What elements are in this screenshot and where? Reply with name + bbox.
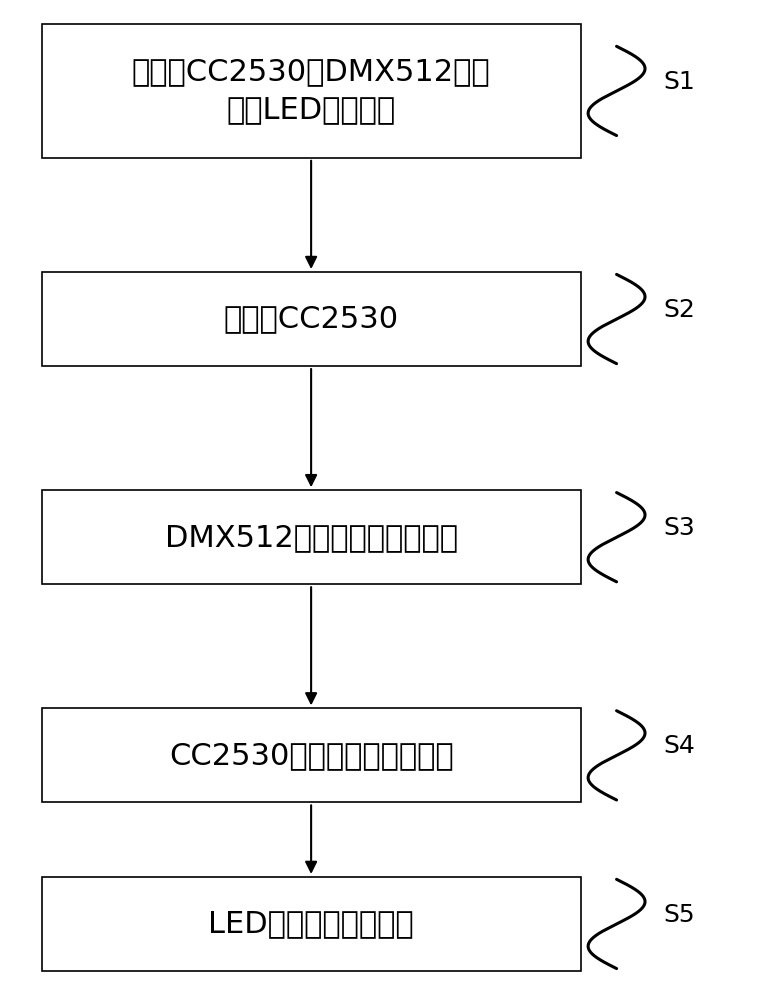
Text: LED灯具接收地址数据: LED灯具接收地址数据 [208,909,414,938]
Text: CC2530接收并转发地址数据: CC2530接收并转发地址数据 [169,741,453,770]
Text: DMX512控制器发送地址数据: DMX512控制器发送地址数据 [164,523,458,552]
Text: S1: S1 [664,70,696,94]
Text: 初始化CC2530: 初始化CC2530 [223,305,399,334]
Text: S5: S5 [664,903,696,927]
Bar [42,490,581,584]
Bar [42,708,581,802]
Text: S4: S4 [664,734,696,758]
Bar [42,272,581,366]
Bar [42,877,581,971]
Text: 分别将CC2530与DMX512控制
器和LED灯具连接: 分别将CC2530与DMX512控制 器和LED灯具连接 [132,57,491,125]
Text: S3: S3 [664,516,696,540]
Text: S2: S2 [664,298,696,322]
Bar [42,24,581,158]
